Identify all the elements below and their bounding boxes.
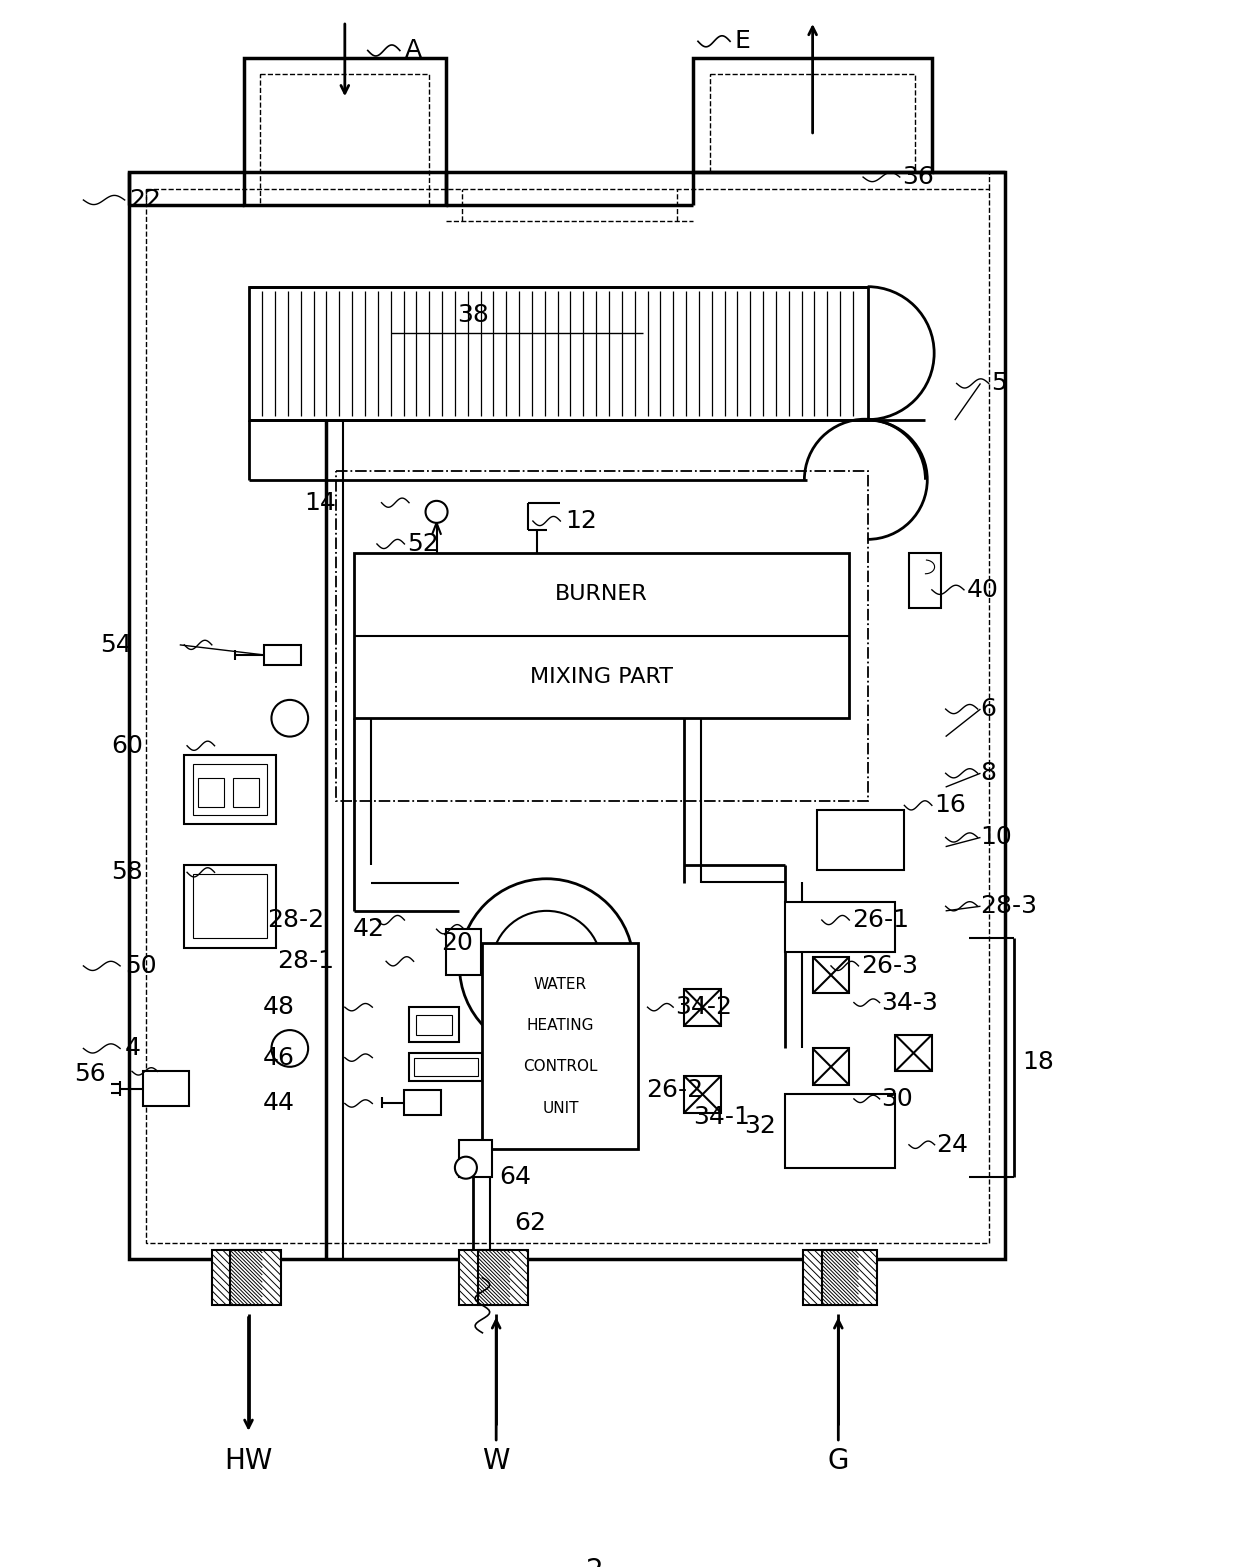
Text: 28-3: 28-3 xyxy=(981,895,1038,918)
Circle shape xyxy=(272,700,308,736)
Bar xyxy=(185,865,277,948)
Text: 62: 62 xyxy=(515,1211,547,1235)
Text: 26-3: 26-3 xyxy=(862,954,919,978)
Circle shape xyxy=(425,501,448,523)
Text: G: G xyxy=(827,1448,849,1475)
Text: 54: 54 xyxy=(100,633,131,657)
Text: 44: 44 xyxy=(263,1092,294,1116)
Bar xyxy=(409,1053,482,1081)
Bar xyxy=(895,1034,932,1072)
Bar xyxy=(817,810,904,870)
Bar xyxy=(409,1008,460,1042)
Bar xyxy=(693,58,932,172)
Bar xyxy=(460,1141,491,1177)
Text: BURNER: BURNER xyxy=(556,584,649,605)
Text: 28-2: 28-2 xyxy=(268,907,325,932)
Bar xyxy=(684,1077,720,1113)
Bar xyxy=(233,777,259,807)
Text: 18: 18 xyxy=(1022,1050,1054,1075)
Bar xyxy=(146,190,988,1243)
Text: 5: 5 xyxy=(992,371,1007,395)
Text: 64: 64 xyxy=(498,1164,531,1189)
Text: 24: 24 xyxy=(936,1133,968,1156)
Circle shape xyxy=(460,879,634,1053)
Text: 46: 46 xyxy=(263,1045,294,1070)
Bar xyxy=(785,901,895,953)
Text: HEATING: HEATING xyxy=(527,1019,594,1033)
Text: 10: 10 xyxy=(981,826,1012,849)
Bar xyxy=(482,943,639,1149)
Bar xyxy=(353,553,849,718)
Bar xyxy=(231,1250,280,1305)
Bar xyxy=(244,58,445,205)
Text: 52: 52 xyxy=(407,531,439,556)
Bar xyxy=(414,1058,477,1077)
Text: 26-1: 26-1 xyxy=(852,907,909,932)
Bar xyxy=(445,929,481,975)
Text: 16: 16 xyxy=(935,793,966,818)
Bar xyxy=(709,74,915,172)
Bar xyxy=(264,646,301,664)
Text: 56: 56 xyxy=(74,1062,107,1086)
Bar xyxy=(193,765,267,815)
Text: 48: 48 xyxy=(263,995,294,1019)
Text: 30: 30 xyxy=(882,1087,913,1111)
Bar xyxy=(804,1250,858,1305)
Bar xyxy=(812,1048,849,1084)
Text: 40: 40 xyxy=(967,578,998,602)
Text: 28-1: 28-1 xyxy=(277,950,334,973)
Text: 22: 22 xyxy=(129,188,161,212)
Text: 50: 50 xyxy=(125,954,156,978)
Text: 58: 58 xyxy=(112,860,143,884)
Text: 8: 8 xyxy=(981,762,997,785)
Text: 14: 14 xyxy=(304,490,336,514)
Text: UNIT: UNIT xyxy=(542,1100,579,1116)
Text: WATER: WATER xyxy=(533,976,587,992)
Bar xyxy=(212,1250,263,1305)
Bar xyxy=(193,874,267,939)
Bar xyxy=(185,755,277,824)
Bar xyxy=(460,1250,510,1305)
Bar xyxy=(198,777,223,807)
Text: 36: 36 xyxy=(903,165,935,190)
Text: E: E xyxy=(734,30,750,53)
Text: 34-2: 34-2 xyxy=(675,995,732,1019)
Bar xyxy=(248,287,868,420)
Text: 2: 2 xyxy=(585,1558,603,1567)
Text: 60: 60 xyxy=(112,733,143,758)
Bar xyxy=(336,470,868,801)
Text: 4: 4 xyxy=(125,1036,140,1061)
Bar xyxy=(260,74,429,205)
Bar xyxy=(812,957,849,993)
Text: A: A xyxy=(404,39,422,63)
Circle shape xyxy=(455,1156,477,1178)
Bar xyxy=(684,989,720,1025)
Text: W: W xyxy=(482,1448,510,1475)
Bar xyxy=(417,1014,453,1034)
Text: 12: 12 xyxy=(565,509,596,533)
Text: HW: HW xyxy=(224,1448,273,1475)
Text: 34-1: 34-1 xyxy=(693,1105,750,1130)
Bar xyxy=(129,172,1006,1260)
Text: 42: 42 xyxy=(352,917,384,942)
Text: MIXING PART: MIXING PART xyxy=(531,668,673,686)
Text: 32: 32 xyxy=(744,1114,776,1138)
Text: 20: 20 xyxy=(441,931,474,954)
Bar xyxy=(822,1250,877,1305)
Bar xyxy=(477,1250,528,1305)
Bar xyxy=(143,1072,188,1106)
Bar xyxy=(785,1094,895,1167)
Circle shape xyxy=(491,910,601,1022)
Bar xyxy=(909,553,941,608)
Text: CONTROL: CONTROL xyxy=(523,1059,598,1075)
Text: 34-3: 34-3 xyxy=(882,990,939,1014)
Bar xyxy=(404,1089,441,1116)
Text: 38: 38 xyxy=(458,302,489,326)
Circle shape xyxy=(272,1030,308,1067)
Text: 6: 6 xyxy=(981,697,997,721)
Text: 26-2: 26-2 xyxy=(646,1078,703,1102)
